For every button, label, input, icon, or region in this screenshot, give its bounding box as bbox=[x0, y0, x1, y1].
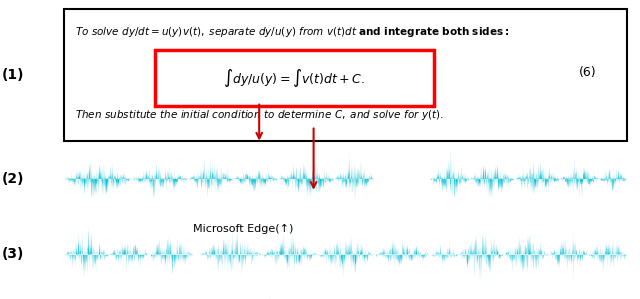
Text: (6): (6) bbox=[579, 65, 596, 79]
FancyBboxPatch shape bbox=[155, 50, 434, 106]
Text: (2): (2) bbox=[1, 172, 24, 186]
Text: $\int dy/u(y) = \int v(t)dt + C.$: $\int dy/u(y) = \int v(t)dt + C.$ bbox=[223, 67, 365, 89]
Text: $\it{Then\ substitute\ the\ initial\ condition\ to\ determine\ C,\ and\ solve\ f: $\it{Then\ substitute\ the\ initial\ con… bbox=[76, 108, 444, 122]
Text: Microsoft Edge(↑): Microsoft Edge(↑) bbox=[193, 224, 293, 234]
FancyBboxPatch shape bbox=[64, 9, 627, 141]
Text: (3): (3) bbox=[2, 247, 24, 261]
Text: (1): (1) bbox=[1, 68, 24, 82]
Text: $\it{To\ solve\ dy/dt = u(y)v(t),\ separate\ dy/u(y)\ from\ v(t)dt}$ $\bf{and\ i: $\it{To\ solve\ dy/dt = u(y)v(t),\ separ… bbox=[76, 25, 509, 39]
